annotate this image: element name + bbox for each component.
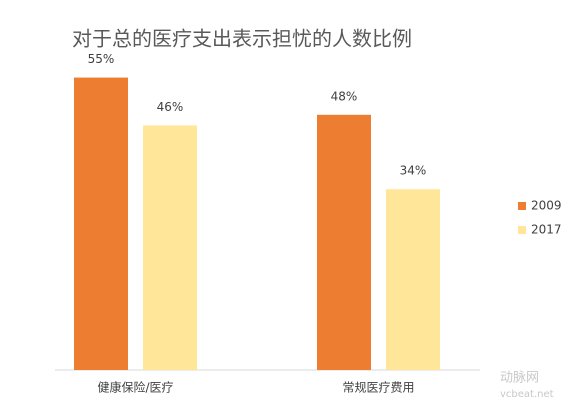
value-label: 34% <box>400 164 427 178</box>
watermark: 动脉网 <box>500 371 539 386</box>
watermark: vcbeat.net <box>500 389 554 400</box>
chart-title: 对于总的医疗支出表示担忧的人数比例 <box>72 27 412 51</box>
value-label: 48% <box>331 89 358 103</box>
x-tick-label: 常规医疗费用 <box>342 380 414 395</box>
value-label: 46% <box>157 100 184 114</box>
bar <box>386 189 440 370</box>
bar <box>317 114 371 370</box>
legend-swatch <box>518 202 526 210</box>
bar <box>143 125 197 370</box>
x-tick-label: 健康保险/医疗 <box>97 380 173 395</box>
legend-swatch <box>518 226 526 234</box>
legend-label: 2009 <box>531 199 562 213</box>
bar <box>74 77 128 370</box>
legend-label: 2017 <box>531 223 562 237</box>
value-label: 55% <box>88 52 115 66</box>
